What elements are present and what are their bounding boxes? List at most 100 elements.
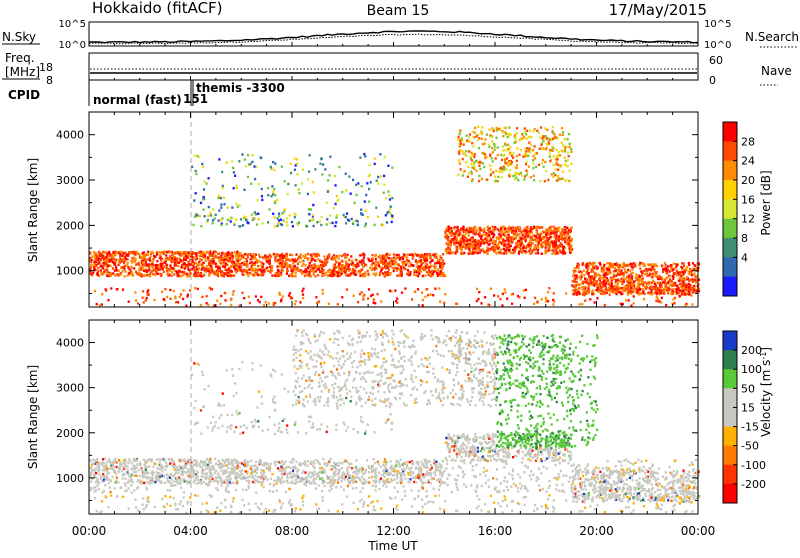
data-cell bbox=[312, 267, 314, 269]
data-cell bbox=[163, 261, 165, 263]
data-cell bbox=[140, 266, 142, 268]
data-cell bbox=[661, 289, 663, 291]
data-cell bbox=[123, 259, 125, 261]
data-cell bbox=[564, 163, 566, 165]
data-cell bbox=[585, 266, 587, 268]
data-cell bbox=[346, 266, 348, 268]
data-cell bbox=[420, 259, 422, 261]
data-cell bbox=[426, 288, 428, 290]
data-cell bbox=[441, 268, 443, 270]
data-cell bbox=[214, 254, 216, 256]
data-cell bbox=[406, 253, 408, 255]
data-cell bbox=[515, 234, 517, 236]
data-cell bbox=[567, 138, 569, 140]
data-cell bbox=[393, 270, 395, 272]
data-cell bbox=[98, 251, 100, 253]
data-cell bbox=[558, 151, 560, 153]
data-cell bbox=[235, 203, 237, 205]
data-cell bbox=[553, 155, 555, 157]
data-cell bbox=[564, 148, 566, 150]
data-cell bbox=[474, 131, 476, 133]
data-cell bbox=[161, 470, 163, 472]
data-cell bbox=[256, 199, 258, 201]
data-cell bbox=[482, 143, 484, 145]
data-cell bbox=[380, 270, 382, 272]
power-colorbar-label: Power [dB] bbox=[759, 170, 773, 235]
data-cell bbox=[458, 159, 460, 161]
data-cell bbox=[638, 291, 640, 293]
data-cell bbox=[337, 275, 339, 277]
data-cell bbox=[498, 128, 500, 130]
data-cell bbox=[116, 269, 118, 271]
data-cell bbox=[239, 204, 241, 206]
data-cell bbox=[672, 269, 674, 271]
data-cell bbox=[236, 187, 238, 189]
data-cell bbox=[512, 226, 514, 228]
data-cell bbox=[417, 288, 419, 290]
data-cell bbox=[104, 269, 106, 271]
data-cell bbox=[406, 259, 408, 261]
data-cell bbox=[617, 285, 619, 287]
data-cell bbox=[324, 258, 326, 260]
data-cell bbox=[291, 221, 293, 223]
data-cell bbox=[122, 462, 124, 464]
data-cell bbox=[311, 219, 313, 221]
data-cell bbox=[570, 151, 572, 153]
data-cell bbox=[113, 251, 115, 253]
data-cell bbox=[166, 267, 168, 269]
data-cell bbox=[338, 263, 340, 265]
data-cell bbox=[233, 290, 235, 292]
data-cell bbox=[345, 254, 347, 256]
data-cell bbox=[552, 303, 554, 305]
data-cell bbox=[486, 237, 488, 239]
data-cell bbox=[583, 270, 585, 272]
data-cell bbox=[185, 259, 187, 261]
data-cell bbox=[628, 290, 630, 292]
data-cell bbox=[245, 263, 247, 265]
power-data-cells bbox=[89, 126, 700, 307]
data-cell bbox=[109, 253, 111, 255]
data-cell bbox=[415, 259, 417, 261]
data-cell bbox=[373, 273, 375, 275]
data-cell bbox=[109, 265, 111, 267]
data-cell bbox=[471, 159, 473, 161]
data-cell bbox=[657, 287, 659, 289]
data-cell bbox=[483, 251, 485, 253]
data-cell bbox=[573, 271, 575, 273]
data-cell bbox=[598, 291, 600, 293]
data-cell bbox=[367, 297, 369, 299]
data-cell bbox=[552, 226, 554, 228]
data-cell bbox=[462, 244, 464, 246]
data-cell bbox=[533, 303, 535, 305]
data-cell bbox=[521, 237, 523, 239]
data-cell bbox=[529, 248, 531, 250]
data-cell bbox=[168, 268, 170, 270]
data-cell bbox=[562, 171, 564, 173]
data-cell bbox=[496, 137, 498, 139]
data-cell bbox=[543, 166, 545, 168]
data-cell bbox=[423, 256, 425, 258]
data-cell bbox=[561, 127, 563, 129]
data-cell bbox=[647, 283, 649, 285]
data-cell bbox=[224, 259, 226, 261]
data-cell bbox=[528, 147, 530, 149]
data-cell bbox=[667, 269, 669, 271]
data-cell bbox=[474, 226, 476, 228]
data-cell bbox=[476, 288, 478, 290]
data-cell bbox=[644, 265, 646, 267]
data-cell bbox=[383, 274, 385, 276]
data-cell bbox=[349, 268, 351, 270]
data-cell bbox=[528, 244, 530, 246]
data-cell bbox=[327, 270, 329, 272]
data-cell bbox=[517, 179, 519, 181]
data-cell bbox=[194, 287, 196, 289]
data-cell bbox=[459, 129, 461, 131]
data-cell bbox=[489, 164, 491, 166]
data-cell bbox=[541, 253, 543, 255]
data-cell bbox=[550, 229, 552, 231]
data-cell bbox=[201, 268, 203, 270]
data-cell bbox=[207, 215, 209, 217]
data-cell bbox=[205, 271, 207, 273]
data-cell bbox=[232, 167, 234, 169]
data-cell bbox=[267, 187, 269, 189]
